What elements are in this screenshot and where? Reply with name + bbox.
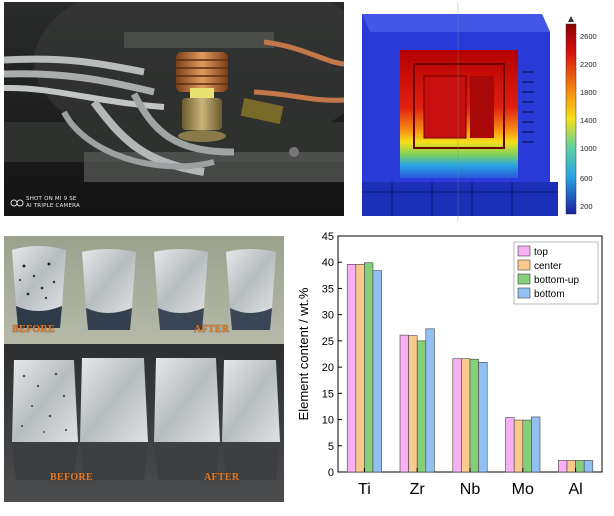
legend-swatch-bottom-up — [517, 273, 531, 285]
bar-top-Mo — [505, 417, 515, 473]
y-tick-label: 40 — [322, 257, 334, 269]
legend-swatch-top — [517, 245, 531, 257]
apparatus-illustration — [4, 2, 344, 216]
bar-top-Ti — [346, 264, 357, 473]
bar-bottom-up-Zr — [416, 340, 427, 473]
colorbar-tick: 200 — [580, 202, 593, 211]
y-tick-label: 15 — [322, 388, 334, 400]
y-tick-label: 45 — [322, 231, 334, 243]
camera-watermark: SHOT ON MI 9 SE AI TRIPLE CAMERA — [26, 196, 80, 210]
colorbar-tick: 1000 — [580, 144, 597, 153]
bar-bottom-Nb — [478, 362, 488, 473]
bar-top-Al — [558, 460, 568, 473]
bar-bottom-up-Ti — [364, 262, 374, 473]
label-after-top: AFTER — [194, 324, 230, 335]
y-tick-label: 5 — [328, 441, 334, 453]
bar-top-Zr — [399, 334, 409, 473]
ingot-photos: BEFORE AFTER BEFORE AFTER — [4, 236, 284, 502]
bar-bottom-up-Mo — [522, 419, 532, 473]
bar-bottom-Mo — [531, 416, 541, 473]
y-axis-label: Element content / wt.% — [296, 287, 311, 420]
y-tick-label: 25 — [322, 336, 334, 348]
legend-label-top: top — [534, 247, 548, 258]
label-before-top: BEFORE — [12, 324, 55, 335]
x-tick-label: Zr — [410, 481, 426, 498]
colorbar-ticks: 2600 2200 1800 1400 1000 600 200 — [580, 24, 610, 218]
x-tick-label: Ti — [358, 481, 371, 498]
y-tick-label: 20 — [322, 362, 334, 374]
y-tick-label: 10 — [322, 415, 334, 427]
x-tick-label: Mo — [512, 481, 534, 498]
colorbar-tick: 1400 — [580, 116, 597, 125]
thermal-simulation: 2600 2200 1800 1400 1000 600 200 — [352, 2, 610, 222]
bar-center-Al — [566, 460, 576, 473]
apparatus-photo: SHOT ON MI 9 SE AI TRIPLE CAMERA — [4, 2, 344, 216]
watermark-line2: AI TRIPLE CAMERA — [26, 203, 80, 209]
legend-swatch-bottom — [517, 287, 531, 299]
x-tick-label: Al — [568, 481, 582, 498]
legend-label-bottom: bottom — [534, 289, 565, 300]
x-tick-label: Nb — [460, 481, 481, 498]
watermark-line1: SHOT ON MI 9 SE — [26, 196, 77, 202]
bar-bottom-Zr — [425, 328, 435, 473]
simulation-render — [362, 2, 577, 222]
colorbar-tick: 600 — [580, 174, 593, 183]
bar-center-Ti — [355, 264, 365, 473]
colorbar-tick: 2200 — [580, 60, 597, 69]
legend-label-bottom-up: bottom-up — [534, 275, 579, 286]
element-content-chart: 0 5 10 15 20 25 30 35 40 45 Element content / wt.%… — [294, 228, 610, 512]
bar-center-Nb — [461, 358, 471, 473]
legend-swatch-center — [517, 259, 531, 271]
y-tick-label: 35 — [322, 283, 334, 295]
bar-top-Nb — [452, 358, 462, 473]
ingot-illustration — [4, 236, 284, 502]
camera-logo-icon — [10, 199, 24, 207]
bar-center-Mo — [513, 419, 524, 473]
bar-bottom-up-Nb — [469, 358, 479, 473]
bar-bottom-Ti — [372, 270, 382, 473]
chart-svg: 0 5 10 15 20 25 30 35 40 45 Element content / wt.%… — [296, 231, 603, 498]
legend-label-center: center — [534, 261, 562, 272]
colorbar-tick: 2600 — [580, 32, 597, 41]
bar-center-Zr — [408, 335, 418, 473]
label-before-bottom: BEFORE — [50, 472, 93, 483]
y-tick-label: 0 — [328, 467, 334, 479]
bar-bottom-Al — [583, 460, 594, 473]
label-after-bottom: AFTER — [204, 472, 240, 483]
bar-bottom-up-Al — [575, 460, 585, 473]
y-tick-label: 30 — [322, 310, 334, 322]
colorbar-tick: 1800 — [580, 88, 597, 97]
